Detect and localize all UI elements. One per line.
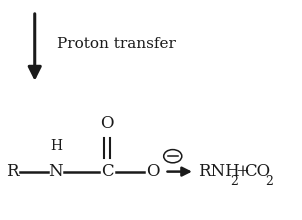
Text: CO: CO xyxy=(245,163,271,180)
Text: Proton transfer: Proton transfer xyxy=(57,37,176,51)
Text: H: H xyxy=(50,139,62,153)
Text: O: O xyxy=(146,163,159,180)
Text: N: N xyxy=(49,163,63,180)
Text: +: + xyxy=(236,163,249,180)
Text: 2: 2 xyxy=(230,175,238,188)
Text: C: C xyxy=(101,163,114,180)
Text: 2: 2 xyxy=(265,175,273,188)
Text: R: R xyxy=(6,163,18,180)
Text: RNH: RNH xyxy=(198,163,239,180)
Text: O: O xyxy=(101,115,114,132)
